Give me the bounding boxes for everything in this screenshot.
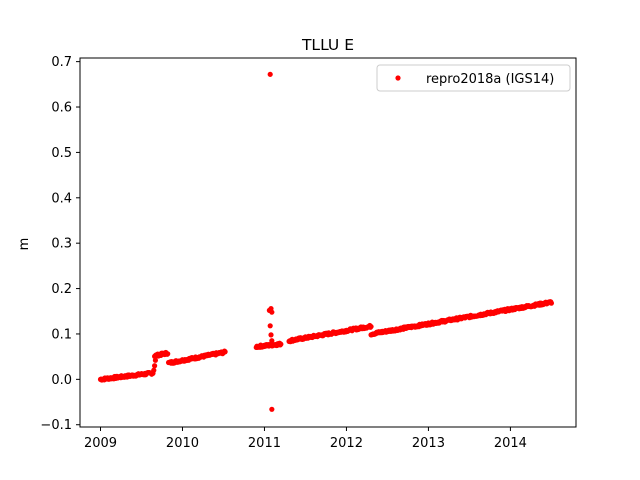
y-tick-label: 0.5 bbox=[51, 146, 72, 161]
data-point bbox=[151, 367, 157, 373]
y-tick-label: 0.0 bbox=[51, 373, 72, 388]
data-point bbox=[165, 351, 171, 357]
data-point bbox=[268, 332, 274, 338]
y-tick-label: 0.3 bbox=[51, 237, 72, 252]
y-tick-label: 0.6 bbox=[51, 101, 72, 116]
y-tick-label: 0.1 bbox=[51, 327, 72, 342]
data-point bbox=[152, 363, 158, 369]
data-point bbox=[548, 300, 555, 306]
x-tick-label: 2009 bbox=[84, 436, 117, 451]
data-point bbox=[152, 357, 159, 363]
chart-title: TLLU E bbox=[301, 36, 354, 54]
x-tick-label: 2013 bbox=[412, 436, 445, 451]
data-point bbox=[267, 323, 273, 329]
legend-entry: repro2018a (IGS14) bbox=[426, 72, 554, 87]
data-point bbox=[269, 338, 275, 344]
data-points bbox=[97, 71, 555, 412]
y-tick-label: 0.2 bbox=[51, 282, 72, 297]
data-point bbox=[278, 341, 284, 347]
legend-marker bbox=[395, 75, 401, 81]
data-point bbox=[368, 323, 374, 330]
y-tick-label: 0.7 bbox=[51, 55, 72, 70]
y-tick-label: −0.1 bbox=[40, 418, 72, 433]
data-point bbox=[222, 349, 228, 355]
x-tick-label: 2011 bbox=[248, 436, 281, 451]
data-point bbox=[267, 71, 273, 77]
data-point bbox=[269, 309, 275, 315]
x-tick-label: 2010 bbox=[166, 436, 199, 451]
legend: repro2018a (IGS14) bbox=[376, 64, 571, 92]
data-point bbox=[269, 406, 275, 412]
y-tick-label: 0.4 bbox=[51, 191, 72, 206]
x-tick-label: 2012 bbox=[330, 436, 363, 451]
x-tick-label: 2014 bbox=[494, 436, 527, 451]
plot-area-frame bbox=[79, 57, 577, 428]
legend-box bbox=[376, 64, 571, 92]
y-axis-label: m bbox=[17, 238, 32, 251]
axis-ticks: 2009 2010 2011 2012 2013 2014 −0.1 0.0 0.1 0.2 0.3… bbox=[40, 55, 527, 451]
